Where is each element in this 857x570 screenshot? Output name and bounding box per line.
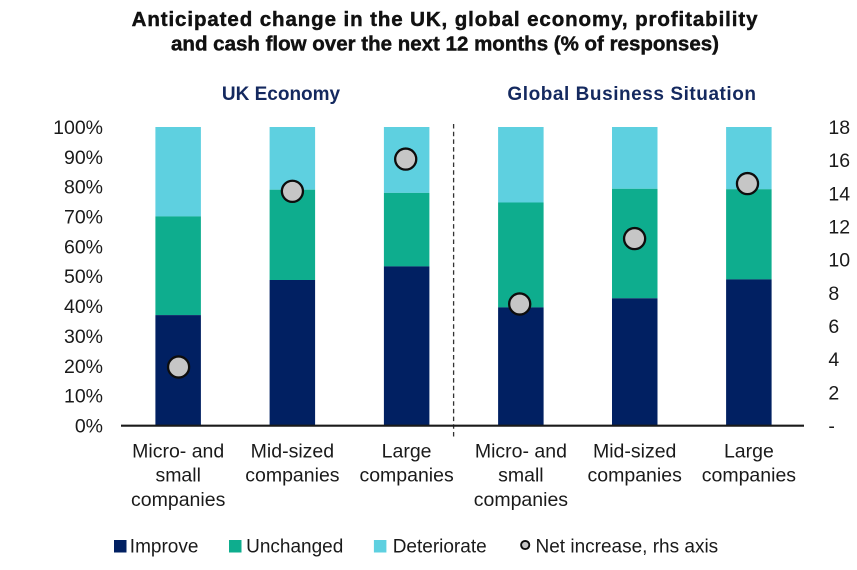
svg-text:companies: companies: [245, 465, 340, 487]
svg-text:small: small: [498, 465, 544, 487]
svg-text:UK Economy: UK Economy: [222, 84, 341, 105]
svg-text:Unchanged: Unchanged: [246, 536, 343, 557]
svg-text:Net increase, rhs axis: Net increase, rhs axis: [536, 536, 719, 557]
svg-text:companies: companies: [702, 465, 797, 487]
svg-text:80%: 80%: [64, 177, 103, 199]
svg-text:Mid-sized: Mid-sized: [251, 440, 334, 462]
svg-text:12: 12: [828, 217, 850, 239]
svg-text:50%: 50%: [64, 266, 103, 288]
svg-text:companies: companies: [131, 489, 226, 511]
svg-text:Deteriorate: Deteriorate: [393, 536, 487, 557]
svg-text:Large: Large: [724, 440, 774, 462]
svg-text:companies: companies: [359, 465, 454, 487]
svg-text:Improve: Improve: [130, 536, 199, 557]
svg-text:18: 18: [828, 117, 850, 139]
svg-text:Global Business Situation: Global Business Situation: [507, 84, 756, 105]
svg-text:Anticipated change in the UK,: Anticipated change in the UK, global eco…: [132, 8, 759, 31]
svg-text:30%: 30%: [64, 326, 103, 348]
svg-text:Large: Large: [382, 440, 432, 462]
svg-text:companies: companies: [588, 465, 683, 487]
svg-text:4: 4: [828, 349, 839, 371]
svg-text:14: 14: [828, 183, 850, 205]
svg-text:small: small: [155, 465, 201, 487]
svg-text:10%: 10%: [64, 386, 103, 408]
svg-text:40%: 40%: [64, 296, 103, 318]
svg-text:16: 16: [828, 150, 850, 172]
svg-text:60%: 60%: [64, 236, 103, 258]
svg-text:90%: 90%: [64, 147, 103, 169]
svg-text:100%: 100%: [53, 117, 103, 139]
svg-text:20%: 20%: [64, 356, 103, 378]
svg-text:Mid-sized: Mid-sized: [593, 440, 676, 462]
svg-text:10: 10: [828, 250, 850, 272]
svg-text:companies: companies: [474, 489, 569, 511]
svg-text:Micro- and: Micro- and: [475, 440, 567, 462]
svg-text:70%: 70%: [64, 207, 103, 229]
svg-text:8: 8: [828, 283, 839, 305]
svg-text:2: 2: [828, 382, 839, 404]
svg-text:-: -: [828, 416, 835, 438]
svg-text:Micro- and: Micro- and: [132, 440, 224, 462]
svg-text:6: 6: [828, 316, 839, 338]
svg-text:0%: 0%: [75, 416, 103, 438]
svg-text:and cash flow over the next 12: and cash flow over the next 12 months (%…: [171, 33, 719, 56]
